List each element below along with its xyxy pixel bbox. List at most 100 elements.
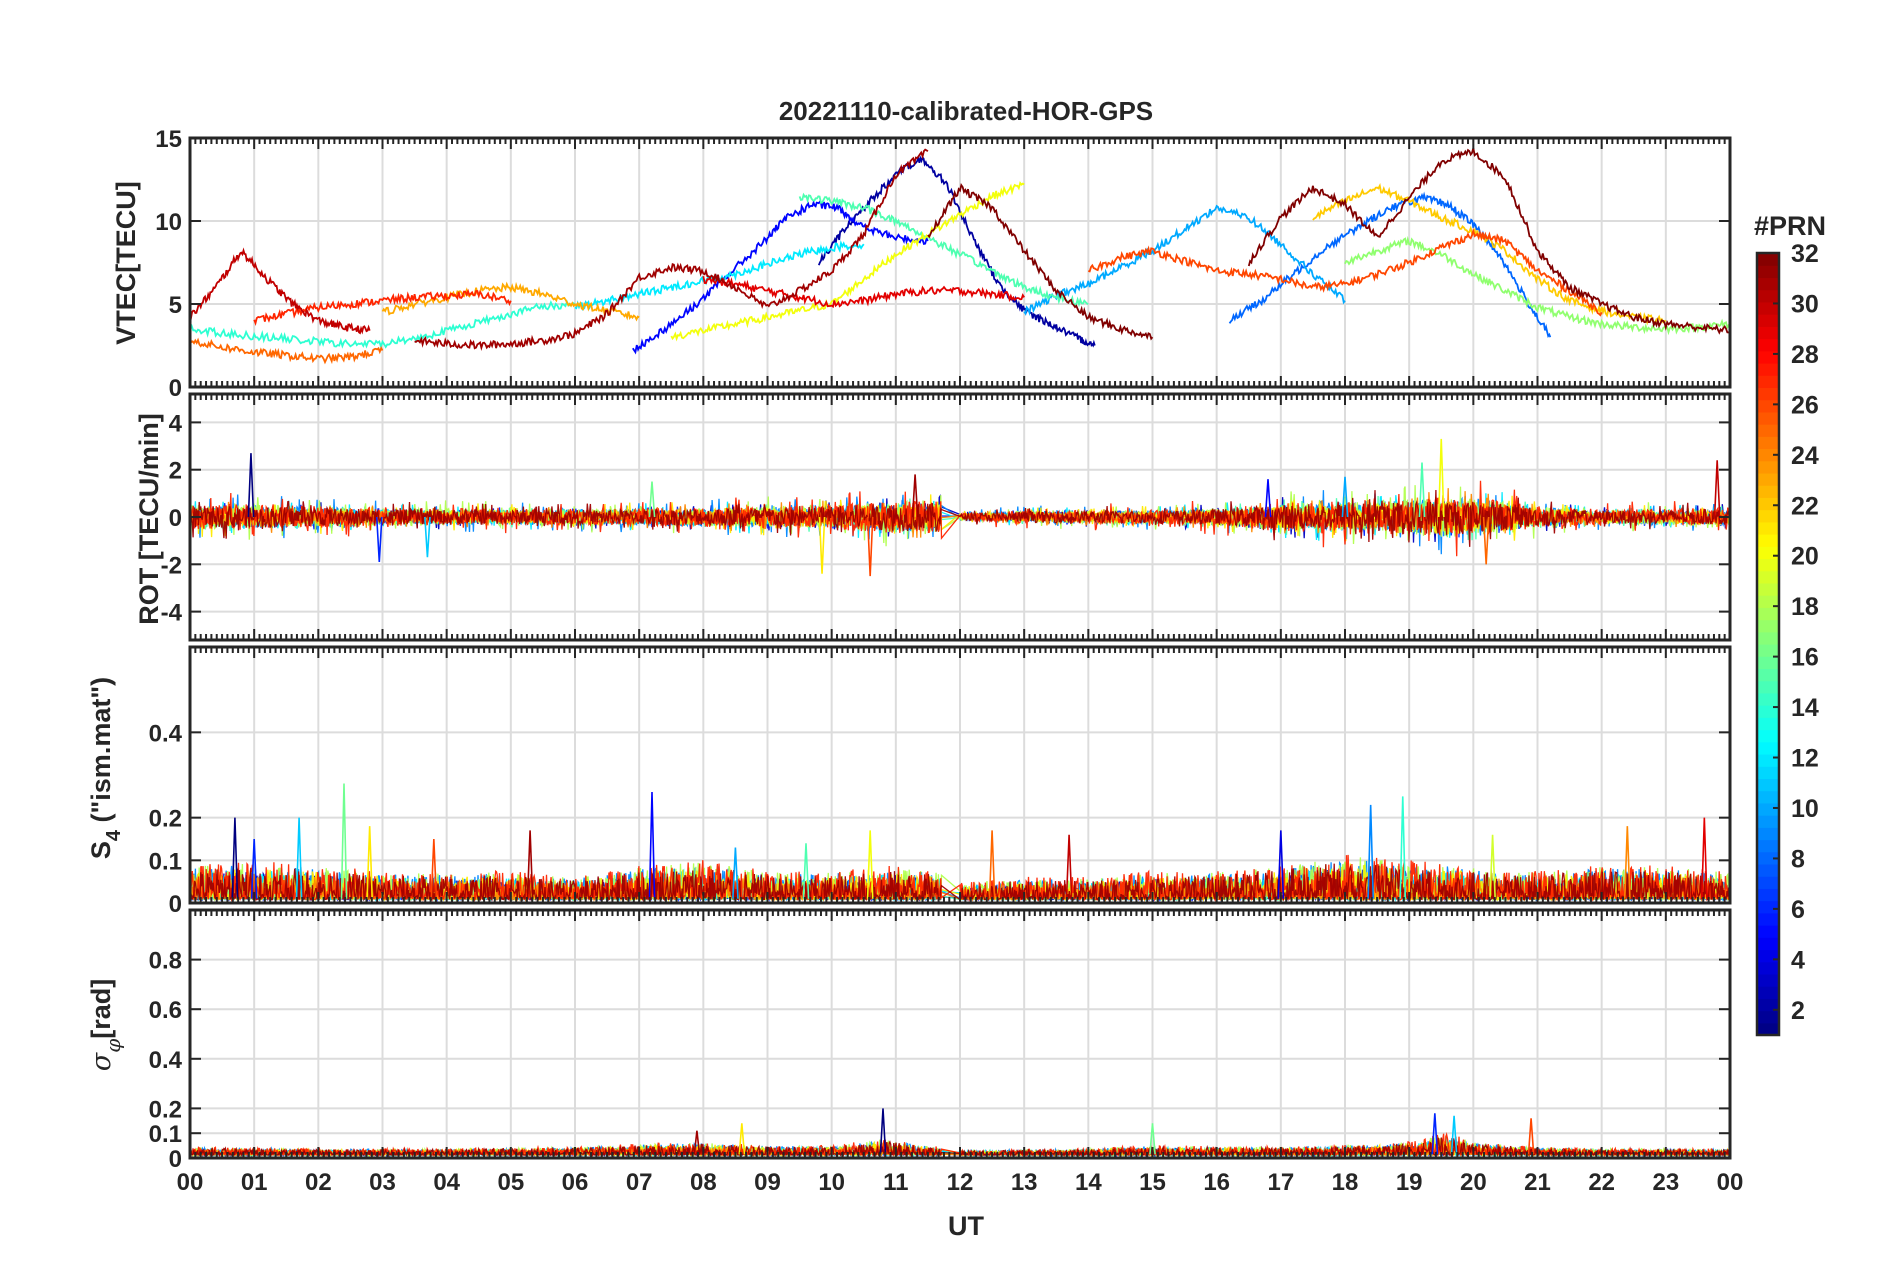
- s4-spike: [988, 830, 996, 899]
- y-tick-label: 0.6: [149, 997, 182, 1024]
- y-tick-label: 0.8: [149, 948, 182, 975]
- ylabel-s4: S4 ("ism.mat"): [86, 677, 125, 859]
- x-tick-label: 02: [305, 1169, 332, 1196]
- colorbar-tick-label: 4: [1791, 946, 1805, 974]
- colorbar-tick-label: 30: [1791, 290, 1819, 318]
- x-tick-label: 01: [241, 1169, 268, 1196]
- y-tick-label: 0: [169, 1146, 182, 1173]
- chart-title: 20221110-calibrated-HOR-GPS: [779, 96, 1153, 126]
- y-tick-label: 0.1: [149, 848, 182, 875]
- y-tick-label: 15: [155, 126, 182, 153]
- colorbar-title: #PRN: [1754, 211, 1826, 241]
- x-tick-label: 22: [1588, 1169, 1615, 1196]
- colorbar-tick-label: 2: [1791, 997, 1805, 1025]
- x-tick-label: 20: [1460, 1169, 1487, 1196]
- x-tick-label: 13: [1011, 1169, 1038, 1196]
- colorbar-tick-label: 8: [1791, 845, 1805, 873]
- s4-spike: [231, 817, 239, 899]
- vtec-series-prn-15: [798, 192, 1089, 308]
- x-tick-label: 23: [1652, 1169, 1679, 1196]
- x-tick-label: 07: [626, 1169, 653, 1196]
- colorbar-swatch: [1757, 497, 1779, 511]
- colorbar-swatch: [1757, 521, 1779, 535]
- s4-series-prn-31: [190, 863, 1730, 903]
- x-tick-label: 19: [1396, 1169, 1423, 1196]
- x-tick-label: 12: [947, 1169, 974, 1196]
- ylabel-vtec: VTEC[TECU]: [111, 181, 141, 345]
- colorbar-swatch: [1757, 753, 1779, 767]
- rot-spike: [1713, 460, 1721, 518]
- y-tick-label: 0.4: [149, 1047, 183, 1074]
- colorbar-tick-label: 14: [1791, 694, 1819, 722]
- x-tick-label: 09: [754, 1169, 781, 1196]
- colorbar-swatch: [1757, 766, 1779, 780]
- colorbar-swatch: [1757, 472, 1779, 486]
- vtec-panel: 0 5 10 15: [155, 126, 1732, 402]
- s4-spike: [295, 817, 303, 899]
- ylabel-sigma-sub: φ: [101, 1039, 125, 1053]
- vtec-series-prn-29: [702, 276, 1025, 309]
- colorbar-swatch: [1757, 998, 1779, 1012]
- colorbar-swatch: [1757, 301, 1779, 315]
- colorbar-swatch: [1757, 949, 1779, 963]
- sigma-spike: [693, 1130, 701, 1155]
- colorbar-swatch: [1757, 326, 1779, 340]
- colorbar-swatch: [1757, 338, 1779, 352]
- x-axis-label: UT: [948, 1211, 984, 1241]
- colorbar-swatch: [1757, 925, 1779, 938]
- rot-spike: [247, 453, 255, 518]
- colorbar-swatch: [1757, 595, 1779, 608]
- colorbar-swatch: [1757, 448, 1779, 462]
- colorbar-tick-label: 24: [1791, 442, 1819, 470]
- s4-spike: [1399, 796, 1407, 899]
- colorbar-swatch: [1757, 876, 1779, 889]
- colorbar-swatch: [1757, 387, 1779, 401]
- ylabel-s4-tail: ("ism.mat"): [86, 677, 116, 830]
- colorbar-swatch: [1757, 802, 1779, 816]
- colorbar-swatch: [1757, 399, 1779, 413]
- sigma-spike: [879, 1108, 887, 1155]
- y-tick-label: -2: [161, 552, 182, 579]
- colorbar-swatch: [1757, 375, 1779, 389]
- colorbar-tick-label: 18: [1791, 593, 1819, 621]
- colorbar-tick-label: 20: [1791, 543, 1819, 571]
- colorbar-tick-label: 6: [1791, 896, 1805, 924]
- vtec-series-prn-23: [381, 281, 640, 322]
- x-tick-labels: 00 01 02 03 04 05 06 07 08 09 10 11 12 13 14 15 16 17 18 19…: [177, 1169, 1744, 1196]
- rot-spike: [375, 516, 383, 562]
- s4-spike: [648, 792, 656, 899]
- x-tick-label: 18: [1332, 1169, 1359, 1196]
- vtec-series-prn-20: [670, 181, 1025, 342]
- vtec-series-prn-31: [414, 148, 929, 352]
- s4-spike: [366, 826, 374, 899]
- x-tick-label: 06: [562, 1169, 589, 1196]
- sigma-spike: [738, 1123, 746, 1155]
- sigma-spike: [1431, 1113, 1439, 1155]
- y-tick-label: 10: [155, 209, 182, 236]
- y-tick-label: 2: [169, 458, 182, 485]
- colorbar-swatch: [1757, 314, 1779, 327]
- y-tick-label: 0: [169, 505, 182, 532]
- colorbar-swatch: [1757, 692, 1779, 706]
- rot-spike: [1418, 462, 1426, 518]
- colorbar-swatch: [1757, 558, 1779, 572]
- y-tick-label: 0.2: [149, 1096, 182, 1123]
- colorbar-swatch: [1757, 619, 1779, 633]
- s4-spike: [250, 838, 258, 899]
- ylabel-sigma-tail: [rad]: [86, 979, 116, 1039]
- ylabel-s4-main: S: [86, 841, 116, 859]
- colorbar-swatch: [1757, 253, 1779, 266]
- colorbar-swatch: [1757, 705, 1779, 718]
- ylabel-sigma-main: σ: [86, 1051, 117, 1071]
- s4-spike: [1367, 804, 1375, 899]
- s4-spike: [1065, 834, 1073, 899]
- colorbar-swatch: [1757, 827, 1779, 841]
- s4-spike: [802, 843, 810, 899]
- vtec-series-prn-26: [1088, 227, 1603, 317]
- rot-spike: [424, 516, 431, 558]
- s4-spike: [866, 830, 874, 899]
- colorbar-swatch: [1757, 839, 1779, 853]
- colorbar-swatch: [1757, 265, 1779, 279]
- colorbar-swatch: [1757, 741, 1779, 755]
